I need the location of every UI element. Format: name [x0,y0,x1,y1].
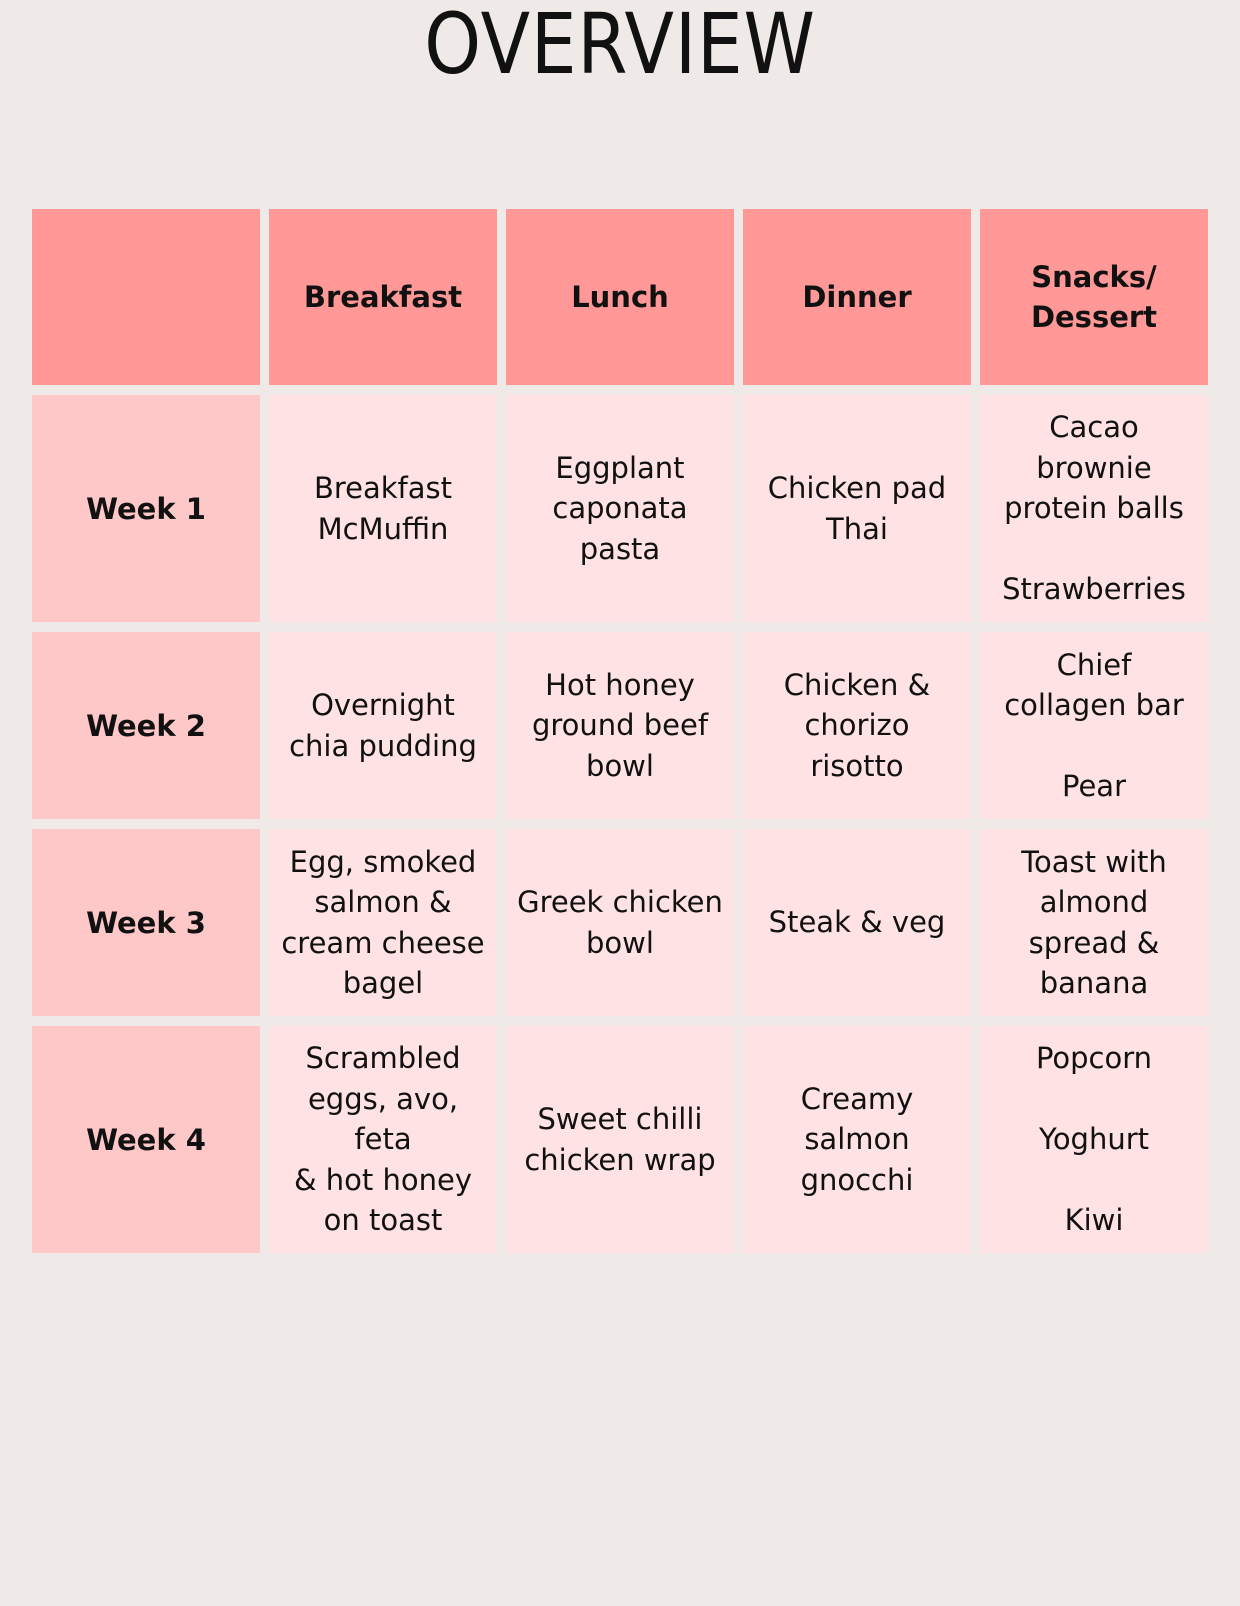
meal-cell-week4-lunch: Sweet chilli chicken wrap [506,1026,734,1253]
header-lunch: Lunch [506,209,734,385]
meal-cell-week3-breakfast: Egg, smoked salmon & cream cheese bagel [269,829,497,1016]
meal-cell-week2-breakfast: Overnight chia pudding [269,632,497,819]
week-label-2: Week 2 [32,632,260,819]
header-label: Snacks/ Dessert [1030,260,1158,334]
meal-cell-week1-snacks: Cacao brownie protein balls Strawberries [980,395,1208,622]
header-corner-cell [32,209,260,385]
header-label: Lunch [571,280,669,314]
meal-plan-table: Breakfast Lunch Dinner Snacks/ Dessert W… [32,209,1209,1253]
meal-cell-week3-dinner: Steak & veg [743,829,971,1016]
header-label: Breakfast [303,280,463,314]
meal-cell-week3-snacks: Toast with almond spread & banana [980,829,1208,1016]
meal-cell-week1-dinner: Chicken pad Thai [743,395,971,622]
meal-cell-week1-lunch: Eggplant caponata pasta [506,395,734,622]
week-label-4: Week 4 [32,1026,260,1253]
meal-cell-week2-snacks: Chief collagen bar Pear [980,632,1208,819]
week-label-3: Week 3 [32,829,260,1016]
meal-cell-week4-breakfast: Scrambled eggs, avo, feta & hot honey on… [269,1026,497,1253]
meal-cell-week4-dinner: Creamy salmon gnocchi [743,1026,971,1253]
header-snacks-dessert: Snacks/ Dessert [980,209,1208,385]
meal-cell-week1-breakfast: Breakfast McMuffin [269,395,497,622]
header-label: Dinner [802,280,912,314]
week-label-1: Week 1 [32,395,260,622]
header-dinner: Dinner [743,209,971,385]
meal-cell-week2-lunch: Hot honey ground beef bowl [506,632,734,819]
page-title: OVERVIEW [424,0,816,93]
meal-cell-week4-snacks: Popcorn Yoghurt Kiwi [980,1026,1208,1253]
meal-cell-week2-dinner: Chicken & chorizo risotto [743,632,971,819]
meal-cell-week3-lunch: Greek chicken bowl [506,829,734,1016]
header-breakfast: Breakfast [269,209,497,385]
